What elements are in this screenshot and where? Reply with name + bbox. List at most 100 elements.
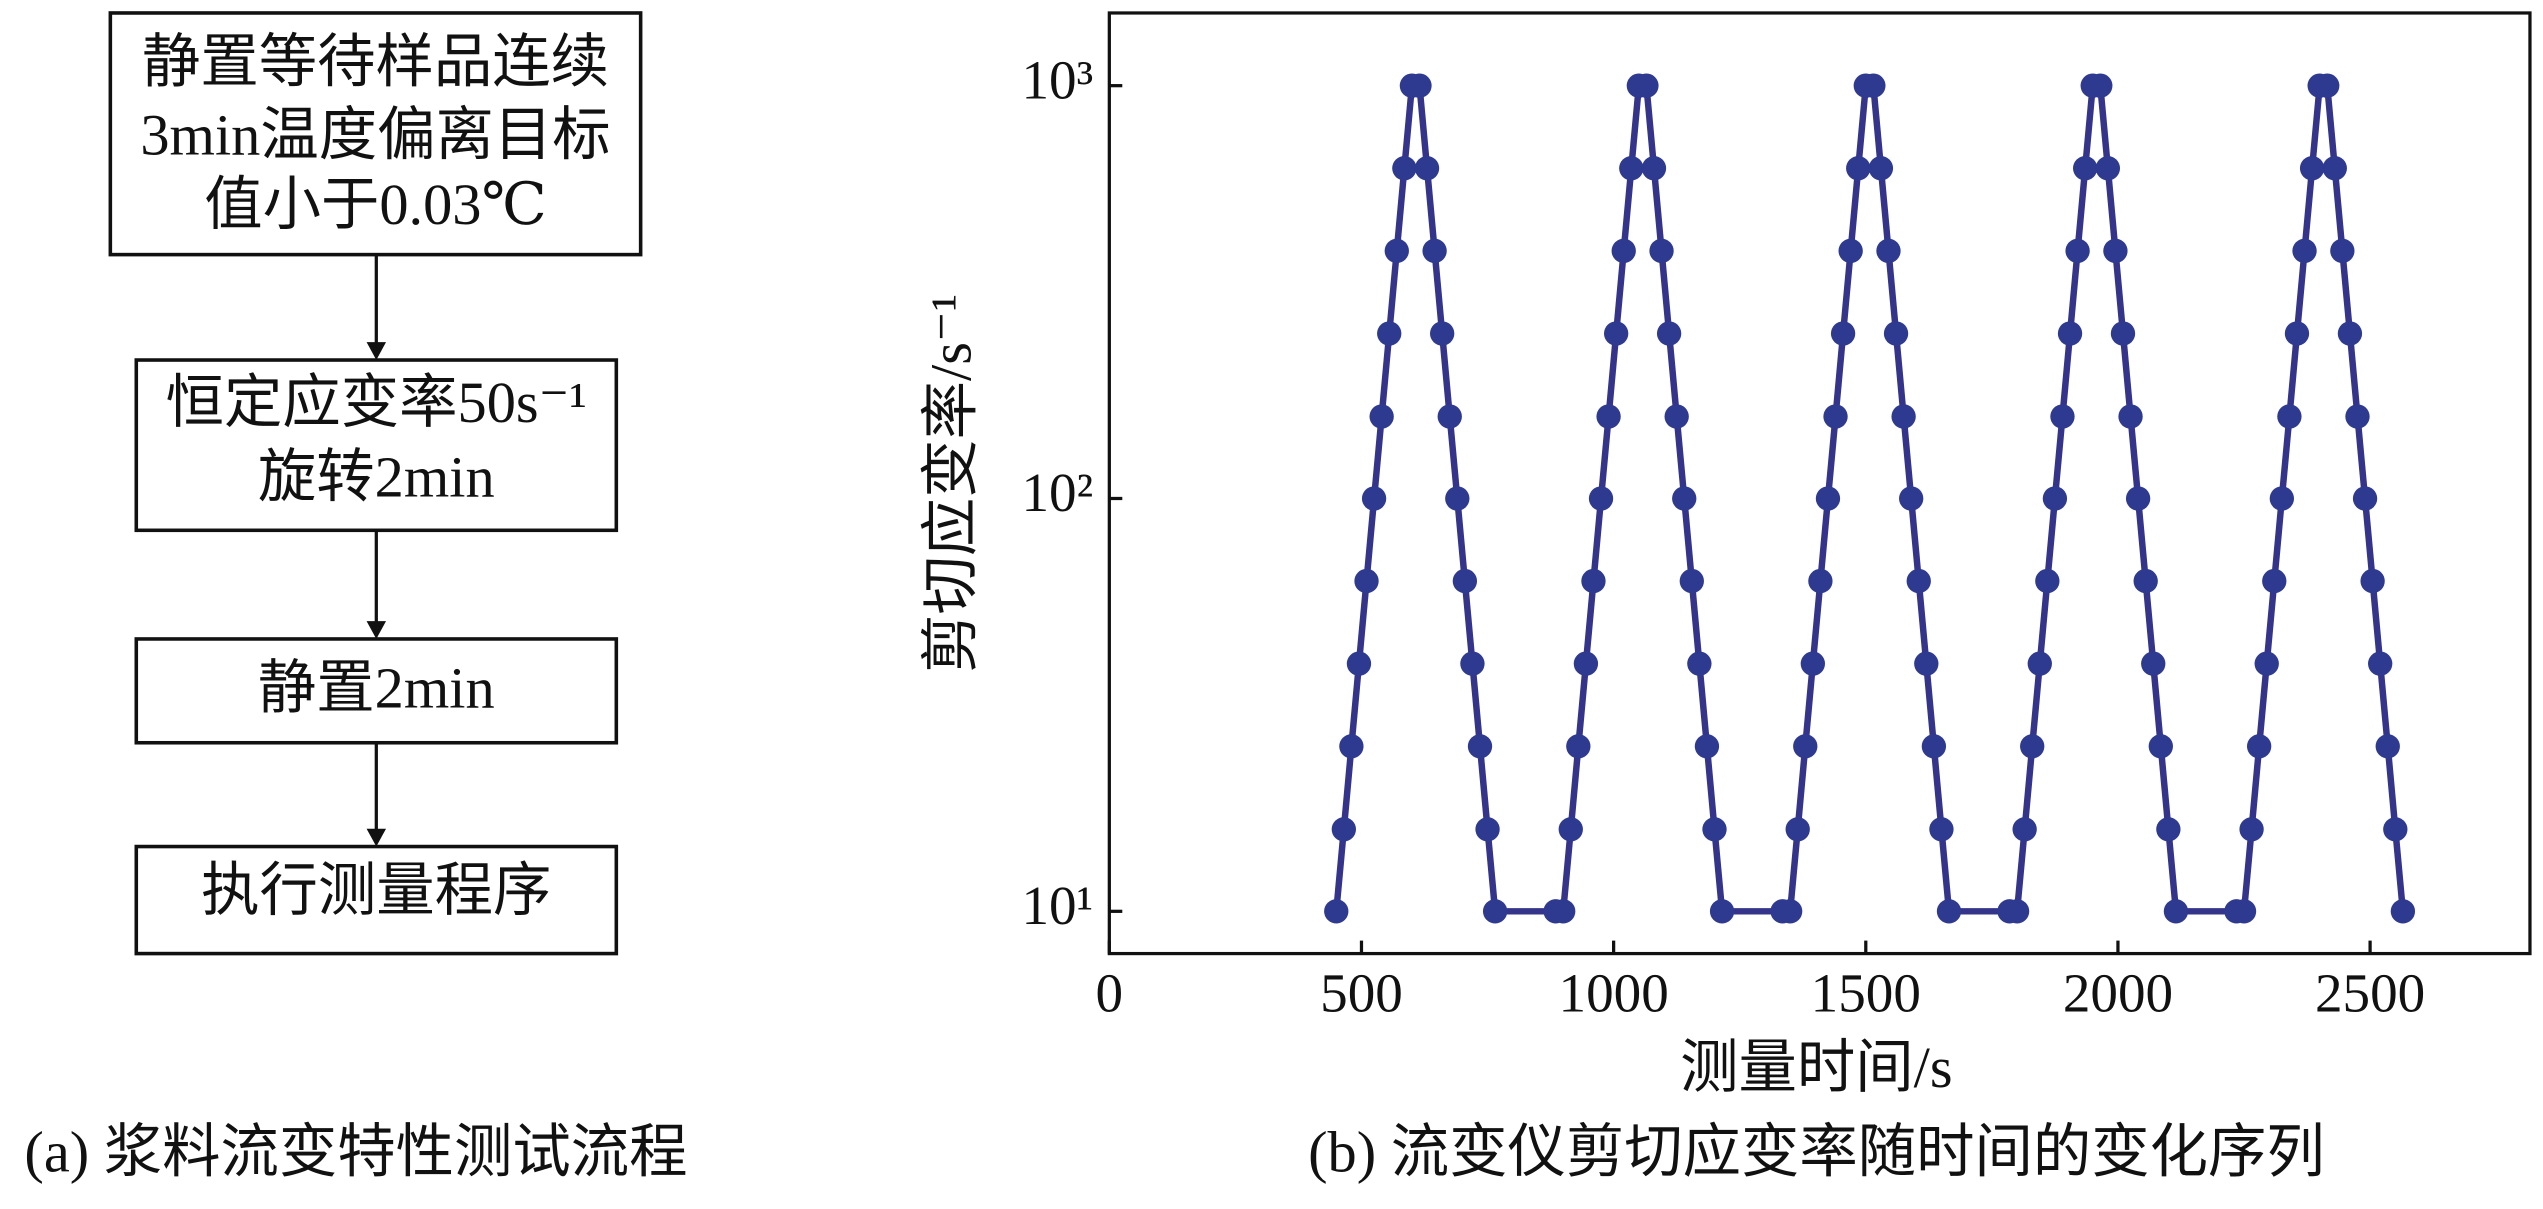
flow-text: 执行测量程序 xyxy=(201,858,551,923)
data-point xyxy=(1331,817,1356,842)
data-point xyxy=(1430,321,1455,346)
data-point xyxy=(1672,486,1697,511)
data-point xyxy=(1808,568,1833,594)
data-point xyxy=(1702,817,1727,842)
data-point xyxy=(1392,156,1417,181)
data-point xyxy=(1407,73,1432,98)
data-point xyxy=(2269,486,2295,511)
y-axis-label: 剪切应变率/s⁻¹ xyxy=(918,294,983,673)
data-point xyxy=(1656,321,1682,346)
flow-box xyxy=(134,637,619,745)
x-tick-label: 1000 xyxy=(1559,963,1669,1024)
data-point xyxy=(1641,156,1667,181)
x-tick-label: 2000 xyxy=(2063,963,2173,1024)
data-point xyxy=(1687,651,1712,676)
caption-b: (b) 流变仪剪切应变率随时间的变化序列 xyxy=(1308,1119,2325,1184)
data-point xyxy=(1377,321,1402,346)
data-point xyxy=(1785,817,1810,842)
data-point xyxy=(1452,568,1478,594)
data-point xyxy=(1777,899,1803,924)
data-point xyxy=(1694,734,1720,759)
data-point xyxy=(1437,404,1462,429)
data-point xyxy=(2383,817,2408,842)
data-point xyxy=(2284,321,2310,346)
x-axis-label: 测量时间/s xyxy=(1680,1035,1952,1100)
series-line xyxy=(1333,82,2407,915)
data-point xyxy=(2315,73,2340,98)
data-point xyxy=(2125,486,2151,511)
data-point xyxy=(1551,899,1576,924)
data-point xyxy=(1891,404,1916,429)
data-point xyxy=(2231,899,2257,924)
data-point xyxy=(2035,568,2060,594)
data-point xyxy=(1324,899,1349,924)
data-point xyxy=(2148,734,2173,759)
data-point xyxy=(2330,238,2355,264)
data-point xyxy=(1467,734,1493,759)
plot-frame xyxy=(1107,11,2532,956)
data-point xyxy=(1619,156,1644,181)
data-point xyxy=(2057,321,2083,346)
x-tick-label: 0 xyxy=(1096,963,1124,1024)
data-point xyxy=(1649,238,1674,264)
data-point xyxy=(1346,651,1372,676)
flow-box xyxy=(108,11,643,257)
data-point xyxy=(1603,321,1629,346)
data-point xyxy=(2133,568,2158,594)
data-point xyxy=(1634,73,1659,98)
data-point xyxy=(2368,651,2393,676)
data-point xyxy=(1369,404,1394,429)
caption-a: (a) 浆料流变特性测试流程 xyxy=(24,1119,687,1184)
data-point xyxy=(2246,734,2272,759)
data-point xyxy=(2020,734,2045,759)
data-point xyxy=(2073,156,2098,181)
data-point xyxy=(2292,238,2317,264)
data-point xyxy=(1815,486,1841,511)
flow-box xyxy=(134,844,619,956)
data-point xyxy=(1664,404,1689,429)
flow-text: 静置等待样品连续 xyxy=(142,30,609,95)
data-point xyxy=(1588,486,1614,511)
data-point xyxy=(2322,156,2347,181)
data-point xyxy=(2375,734,2400,759)
data-point xyxy=(2088,73,2113,98)
flow-arrowhead xyxy=(366,342,387,361)
data-point xyxy=(2390,899,2416,924)
data-point xyxy=(2345,404,2370,429)
data-point xyxy=(1936,899,1962,924)
data-point xyxy=(1899,486,1924,511)
x-tick-label: 2500 xyxy=(2315,963,2425,1024)
data-point xyxy=(2277,404,2302,429)
data-point xyxy=(1482,899,1508,924)
data-point xyxy=(2337,321,2363,346)
data-point xyxy=(1384,238,1409,264)
data-point xyxy=(1361,486,1387,511)
y-tick-label: 10² xyxy=(1021,462,1093,523)
flow-arrowhead xyxy=(366,621,387,639)
data-point xyxy=(2163,899,2189,924)
y-tick-label: 10³ xyxy=(1021,49,1093,110)
data-point xyxy=(1611,238,1636,264)
data-point xyxy=(2042,486,2068,511)
data-point xyxy=(2103,238,2128,264)
data-point xyxy=(1581,568,1606,594)
data-point xyxy=(1339,734,1364,759)
data-point xyxy=(1679,568,1704,594)
data-point xyxy=(1906,568,1931,594)
data-point xyxy=(2012,817,2037,842)
data-point xyxy=(1475,817,1500,842)
data-point xyxy=(1460,651,1485,676)
data-point xyxy=(1846,156,1871,181)
data-point xyxy=(2110,321,2136,346)
data-point xyxy=(2360,568,2385,594)
data-point xyxy=(1445,486,1470,511)
data-point xyxy=(1414,156,1440,181)
flow-text: 3min温度偏离目标 xyxy=(140,102,610,167)
flow-text: 静置2min xyxy=(258,655,495,720)
data-point xyxy=(1793,734,1818,759)
data-point xyxy=(1838,238,1863,264)
data-point xyxy=(1573,651,1599,676)
data-point xyxy=(1876,238,1901,264)
data-point xyxy=(1830,321,1856,346)
